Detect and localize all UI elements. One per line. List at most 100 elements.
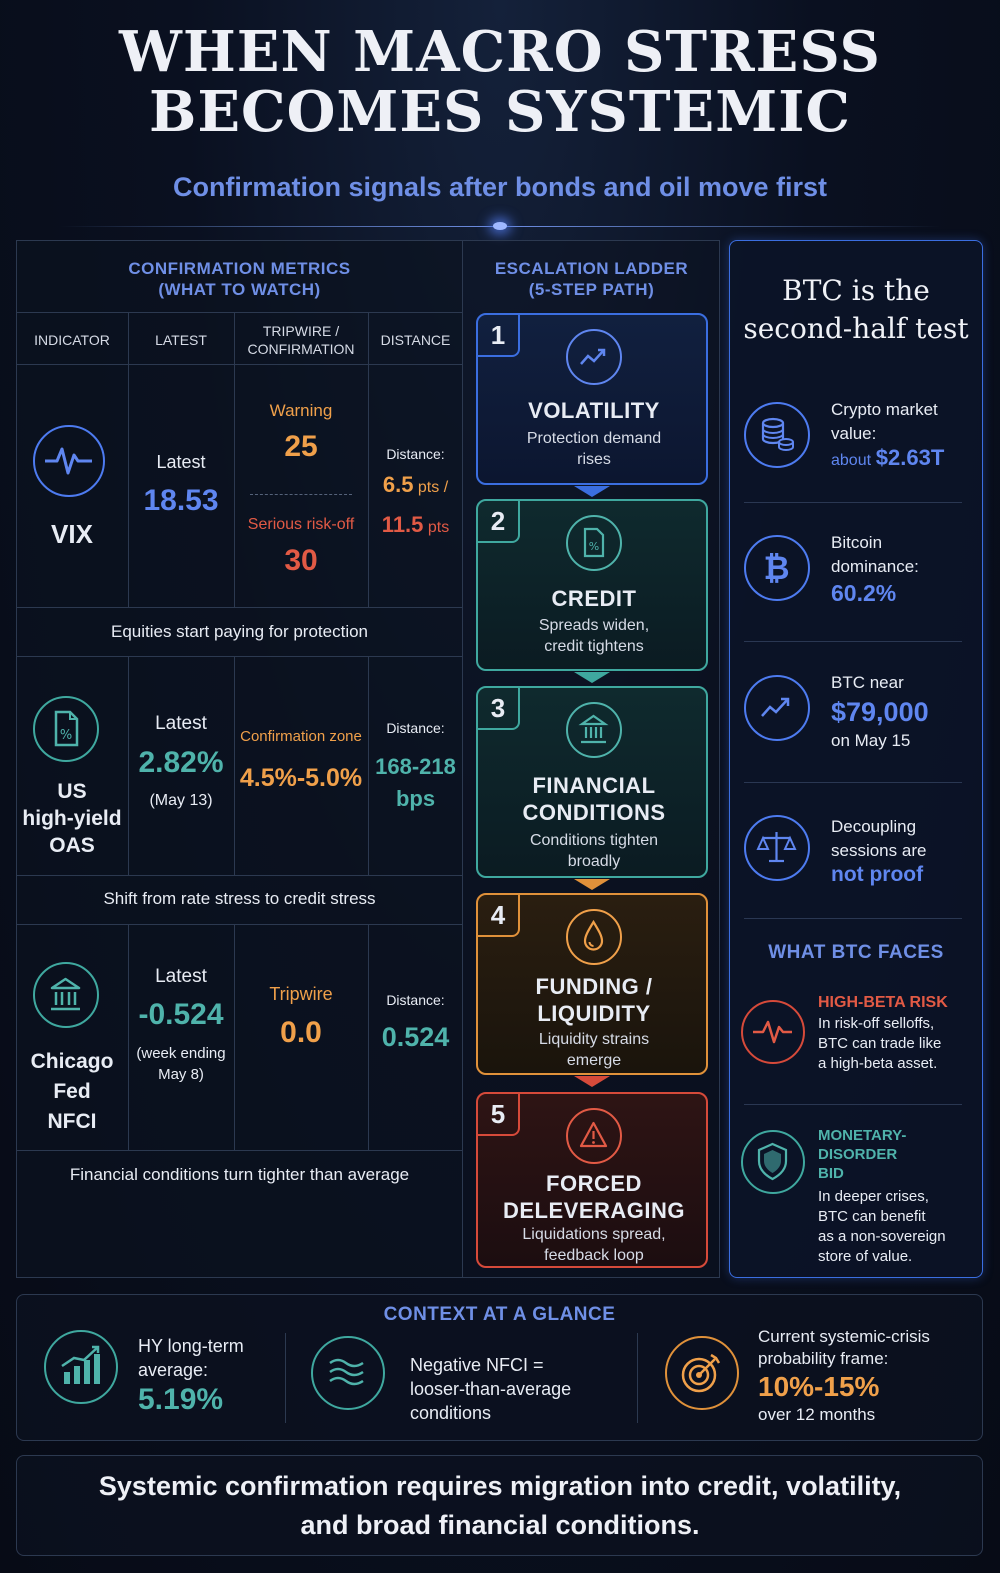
waves-icon — [311, 1336, 385, 1410]
ladder-title: ESCALATION LADDER (5-STEP PATH) — [463, 258, 720, 300]
grid-line — [128, 312, 129, 607]
btc-title: BTC is the second-half test — [730, 272, 982, 348]
trend-up-icon — [566, 329, 622, 385]
divider — [744, 918, 962, 919]
divider — [744, 502, 962, 503]
grid-line — [16, 312, 463, 313]
context-item-2-line-3: conditions — [410, 1403, 492, 1423]
step-desc-line-2: credit tightens — [544, 638, 644, 655]
metrics-title-line-2: (WHAT TO WATCH) — [158, 280, 321, 299]
nfci-distance-label: Distance: — [386, 992, 445, 1008]
pulse-icon — [741, 1000, 805, 1064]
pulse-icon — [33, 425, 105, 497]
chevron-down-icon — [574, 1076, 610, 1087]
btc-face-2: MONETARY-DISORDER BID In deeper crises, … — [818, 1126, 978, 1267]
btc-item-1-line-2: value: — [831, 424, 877, 443]
metrics-title-line-1: CONFIRMATION METRICS — [128, 259, 351, 278]
separator — [250, 494, 352, 495]
hy-latest-label: Latest — [155, 713, 207, 734]
vix-distance-1: 6.5 pts / — [368, 472, 463, 498]
nfci-name: Chicago Fed NFCI — [16, 1047, 128, 1137]
shield-icon — [741, 1130, 805, 1194]
btc-title-line-2: second-half test — [743, 312, 969, 345]
divider-glow — [493, 222, 507, 230]
step-desc: Protection demand rises — [478, 428, 710, 470]
context-item-1-line-2: average: — [138, 1360, 209, 1380]
bank-icon — [566, 702, 622, 758]
btc-item-4-value: not proof — [831, 863, 924, 886]
btc-face-1-desc-line: BTC can trade like — [818, 1035, 942, 1052]
grid-line — [368, 924, 369, 1150]
step-title-line-1: FINANCIAL — [532, 773, 656, 798]
grid-line — [368, 656, 369, 875]
step-desc-line-2: emerge — [566, 1052, 622, 1069]
grid-line — [368, 312, 369, 607]
ladder-step-3: 3 FINANCIAL CONDITIONS Conditions tighte… — [476, 686, 708, 878]
divider — [285, 1333, 286, 1423]
step-desc-line-2: broadly — [567, 853, 621, 870]
context-item-3-line-3: over 12 months — [758, 1405, 876, 1424]
nfci-distance-value: 0.524 — [381, 1022, 450, 1052]
context-item-3: Current systemic-crisis probability fram… — [758, 1326, 978, 1426]
hy-zone-label: Confirmation zone — [240, 728, 362, 745]
hy-name-line-2: high-yield — [22, 807, 122, 830]
vix-latest-value: 18.53 — [143, 484, 219, 517]
btc-item-3-value: $79,000 — [831, 697, 929, 727]
step-title: VOLATILITY — [528, 398, 660, 423]
header-distance: DISTANCE — [380, 332, 451, 348]
footer-line-2: and broad financial conditions. — [300, 1510, 700, 1540]
hy-note: Shift from rate stress to credit stress — [103, 889, 376, 908]
context-title: CONTEXT AT A GLANCE — [383, 1304, 616, 1325]
header-indicator: INDICATOR — [34, 332, 110, 348]
coins-icon — [744, 402, 810, 468]
step-desc-line-1: Liquidations spread, — [522, 1226, 666, 1243]
btc-face-1-title: HIGH-BETA RISK — [818, 994, 948, 1011]
context-item-2-line-2: looser-than-average — [410, 1379, 572, 1399]
context-item-1-value: 5.19% — [138, 1383, 224, 1416]
hy-latest-value: 2.82% — [138, 746, 224, 779]
header-tripwire-line-2: CONFIRMATION — [247, 341, 355, 357]
vix-latest-label: Latest — [156, 452, 206, 472]
nfci-note: Financial conditions turn tighter than a… — [69, 1165, 410, 1184]
hy-name-line-3: OAS — [49, 834, 95, 857]
metrics-panel — [16, 240, 463, 1278]
divider — [637, 1333, 638, 1423]
svg-text:%: % — [589, 540, 599, 553]
ladder-step-4: 4 FUNDING / LIQUIDITY Liquidity strains … — [476, 893, 708, 1075]
context-item-1-line-1: HY long-term — [138, 1336, 244, 1356]
hy-distance-label: Distance: — [386, 720, 445, 736]
document-percent-icon: % — [33, 696, 99, 762]
nfci-name-line-1: Chicago — [30, 1050, 114, 1073]
nfci-name-line-3: NFCI — [47, 1110, 97, 1133]
btc-face-1: HIGH-BETA RISK In risk-off selloffs, BTC… — [818, 992, 978, 1074]
btc-item-3-line-3: on May 15 — [831, 731, 911, 750]
btc-face-1-desc-line: In risk-off selloffs, — [818, 1015, 935, 1032]
btc-item-2-line-1: Bitcoin — [831, 533, 883, 552]
step-desc: Spreads widen, credit tightens — [478, 615, 710, 657]
header-tripwire-line-1: TRIPWIRE / — [262, 323, 340, 339]
document-percent-icon: % — [566, 515, 622, 571]
step-title-line-1: FORCED — [546, 1171, 642, 1196]
btc-face-2-title-line-2: BID — [818, 1165, 844, 1182]
vix-distance-2: 11.5 pts — [368, 512, 463, 538]
grid-line — [16, 1150, 463, 1151]
metrics-title: CONFIRMATION METRICS (WHAT TO WATCH) — [16, 258, 463, 300]
chart-up-icon — [744, 675, 810, 741]
footer-panel — [16, 1455, 983, 1556]
step-title: FINANCIAL CONDITIONS — [478, 772, 710, 826]
btc-face-2-desc-line: In deeper crises, — [818, 1188, 929, 1205]
target-icon — [665, 1336, 739, 1410]
vix-note: Equities start paying for protection — [110, 622, 369, 641]
nfci-name-line-2: Fed — [53, 1080, 91, 1103]
btc-item-1-line-1: Crypto market — [831, 400, 938, 419]
btc-face-1-desc: In risk-off selloffs, BTC can trade like… — [818, 1014, 978, 1074]
vix-warning-label: Warning — [269, 401, 333, 420]
btc-face-2-title: MONETARY-DISORDER BID — [818, 1126, 978, 1183]
btc-face-2-desc-line: as a non-sovereign — [818, 1228, 946, 1245]
btc-item-2-line-2: dominance: — [831, 557, 919, 576]
ladder-title-line-1: ESCALATION LADDER — [494, 259, 689, 278]
vix-distance-label: Distance: — [386, 446, 445, 462]
header-latest: LATEST — [155, 332, 207, 348]
vix-warning-value: 25 — [284, 430, 318, 463]
bar-chart-icon — [44, 1330, 118, 1404]
